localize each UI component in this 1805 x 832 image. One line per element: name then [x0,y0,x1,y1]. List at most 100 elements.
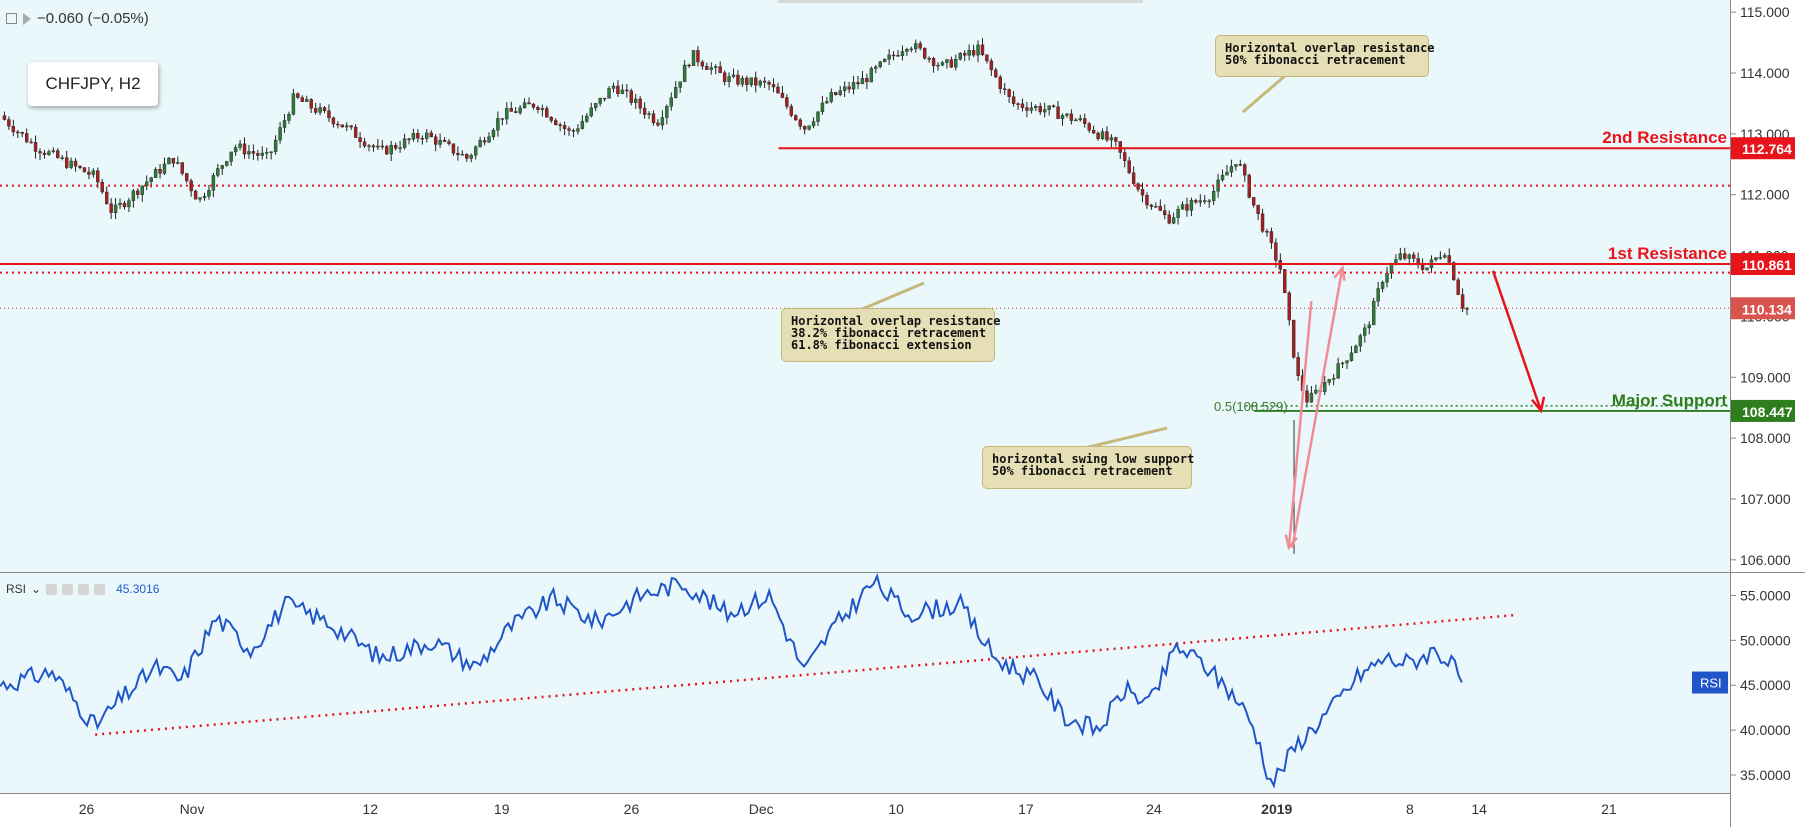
candle-body [118,202,122,206]
candle-body [282,120,287,128]
plus-icon[interactable] [78,583,90,595]
candle-body [527,102,531,105]
x-tick-label: 10 [888,801,904,817]
chevron-down-icon[interactable]: ⌄ [31,582,42,596]
y-tick-label: 114.000 [1740,65,1790,81]
candle-body [1127,160,1131,173]
price-tag [1731,253,1795,276]
candle-body [660,117,665,126]
candle-body [56,150,60,158]
gear-icon[interactable] [62,583,74,595]
candle-body [776,86,780,94]
candle-body [842,86,847,91]
candle-body [1269,231,1274,243]
fib-arrow-up-head [1333,264,1346,281]
candle-body [82,167,87,173]
candle-body [691,50,696,66]
candle-body [447,141,451,144]
candle-body [651,113,656,124]
candle-body [820,102,825,113]
candle-body [465,154,469,159]
candle-body [202,196,207,198]
candle-body [1069,113,1074,121]
candle-body [856,82,860,85]
rsi-indicator-label[interactable]: RSI [6,582,27,596]
candle-body [247,151,251,155]
candle-body [473,146,478,156]
candle-body [371,145,376,148]
candle-body [936,64,940,67]
candle-body [273,139,278,152]
eye-icon[interactable] [46,583,58,595]
candle-body [2,115,7,120]
price-tag [1731,297,1795,320]
callout-low[interactable]: horizontal swing low support 50% fibonac… [982,446,1194,489]
candle-body [229,151,233,162]
candle-body [638,98,642,109]
candle-body [1296,357,1300,376]
collapse-icon[interactable] [6,13,17,24]
candle-body [1149,204,1154,207]
candle-body [714,66,718,68]
candle-body [1065,113,1069,116]
candle-body [407,138,411,141]
candle-body [456,153,460,155]
candle-body [429,132,433,138]
candle-body [962,52,967,56]
candle-body [1109,137,1114,141]
rsi-tag-label: RSI [1700,676,1722,691]
candle-body [794,115,798,121]
candle-body [700,61,705,67]
x-tick-label: 8 [1406,801,1414,817]
close-icon[interactable] [94,583,106,595]
candle-body [1385,273,1389,283]
candle-body [345,125,349,128]
y-tick-label: 115.000 [1740,4,1790,20]
candle-body [185,173,189,182]
candle-body [425,132,429,139]
candle-body [496,118,500,131]
candle-body [914,43,918,50]
candle-body [887,54,891,60]
candle-body [1403,253,1407,259]
candle-body [33,142,38,152]
candle-body [1154,205,1158,208]
candle-body [500,118,505,120]
candle-body [945,59,949,63]
price-layer: 115.000114.000113.000112.000111.000110.0… [0,4,1795,568]
price-tag [1731,137,1795,160]
candle-body [980,44,985,55]
candle-body [1194,200,1198,203]
candle-body [749,77,754,85]
candle-body [287,114,291,121]
candle-body [589,107,593,117]
flag-icon[interactable] [23,12,31,25]
symbol-label-box[interactable]: CHFJPY, H2 [28,62,158,106]
callout-top[interactable]: Horizontal overlap resistance 50% fibona… [1215,35,1435,77]
candle-body [531,103,536,108]
candle-body [505,108,509,120]
candle-body [385,146,389,155]
candle-body [545,108,549,118]
callout-line: 50% fibonacci retracement [992,464,1173,478]
candle-body [420,137,425,140]
candle-body [1260,213,1265,232]
rsi-current-value: 45.3016 [116,582,160,596]
major-support-label: Major Support [1612,391,1728,410]
candle-body [7,119,11,127]
candle-body [807,125,811,130]
candle-body [1100,131,1105,139]
candle-body [1234,164,1238,167]
candle-body [478,140,482,148]
candle-body [602,97,607,100]
candle-body [851,82,856,90]
price-change: −0.060 (−0.05%) [37,10,149,27]
callout-mid[interactable]: Horizontal overlap resistance 38.2% fibo… [781,308,1001,362]
x-tick-label: 26 [79,801,95,817]
candle-body [1331,378,1336,380]
candle-body [1185,204,1189,211]
candle-body [1447,255,1451,263]
symbol-label: CHFJPY, H2 [45,74,141,93]
candle-body [305,99,309,102]
candle-body [896,55,900,57]
